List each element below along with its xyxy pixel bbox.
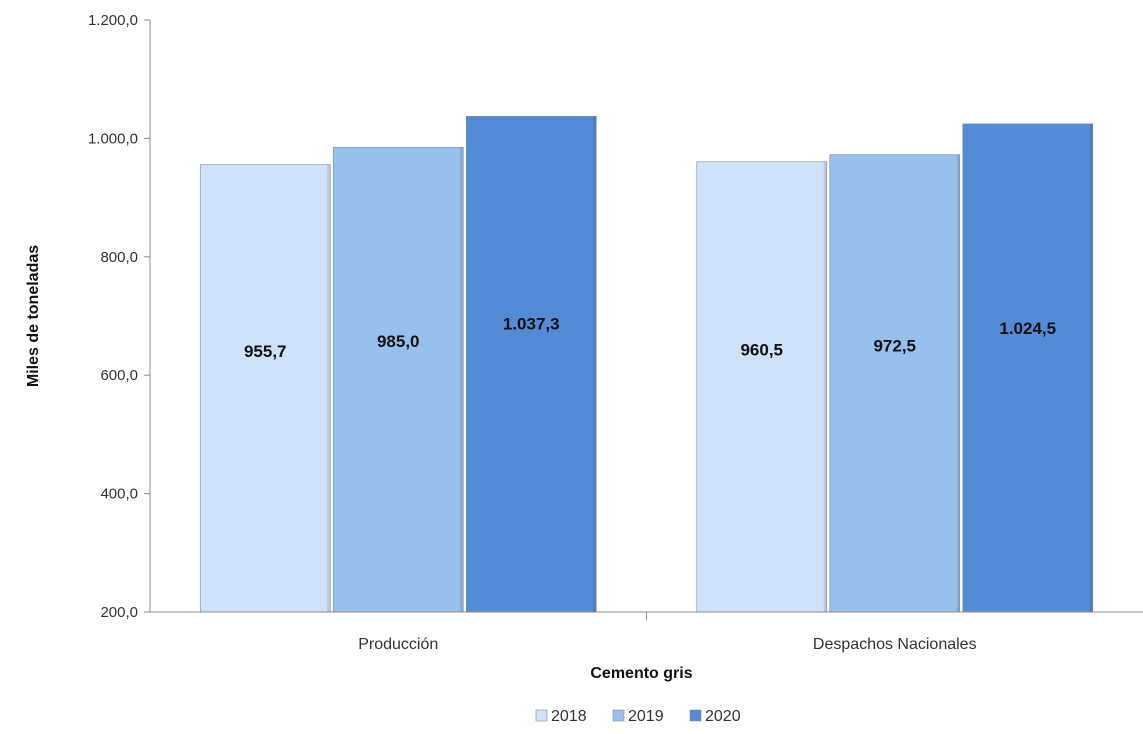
bar-shade <box>1089 123 1093 613</box>
y-tick-label: 400,0 <box>100 486 138 503</box>
data-label: 972,5 <box>873 336 916 355</box>
bar-2019-despachos <box>829 154 961 613</box>
y-axis-ticks: 200,0 400,0 600,0 800,0 1.000,0 1.200,0 <box>88 12 150 621</box>
y-tick-label: 1.000,0 <box>88 130 138 147</box>
data-label: 1.037,3 <box>503 314 560 333</box>
legend-label-2019: 2019 <box>628 708 664 725</box>
bar-shade <box>327 164 331 612</box>
y-axis-title: Miles de toneladas <box>25 245 42 387</box>
x-category-label: Despachos Nacionales <box>813 636 977 653</box>
data-label: 955,7 <box>244 342 287 361</box>
legend: 2018 2019 2020 <box>535 708 741 725</box>
bar-2018-produccion <box>199 164 331 613</box>
bars <box>199 116 1094 613</box>
bar-shade <box>460 147 464 612</box>
x-category-label: Producción <box>358 636 438 653</box>
data-labels: 955,7 985,0 1.037,3 960,5 972,5 1.024,5 <box>244 314 1056 361</box>
bar-shade <box>956 154 960 612</box>
legend-label-2020: 2020 <box>705 708 741 725</box>
bar-2019-produccion <box>332 146 464 613</box>
bar-2018-despachos <box>696 161 828 613</box>
data-label: 1.024,5 <box>999 319 1056 338</box>
legend-label-2018: 2018 <box>551 708 587 725</box>
bar-shade <box>823 161 827 612</box>
bar-2020-produccion <box>465 116 597 613</box>
legend-swatch-2020 <box>689 709 702 722</box>
bar-2020-despachos <box>962 123 1094 613</box>
data-label: 985,0 <box>377 332 420 351</box>
data-label: 960,5 <box>740 340 783 359</box>
y-tick-label: 800,0 <box>100 249 138 266</box>
y-tick-label: 1.200,0 <box>88 12 138 29</box>
bar-shade <box>593 116 597 613</box>
legend-swatch-2018 <box>535 709 548 722</box>
x-axis-categories: Producción Despachos Nacionales <box>358 612 977 653</box>
y-tick-label: 200,0 <box>100 604 138 621</box>
y-tick-label: 600,0 <box>100 367 138 384</box>
x-axis-title: Cemento gris <box>590 665 692 682</box>
legend-swatch-2019 <box>612 709 625 722</box>
